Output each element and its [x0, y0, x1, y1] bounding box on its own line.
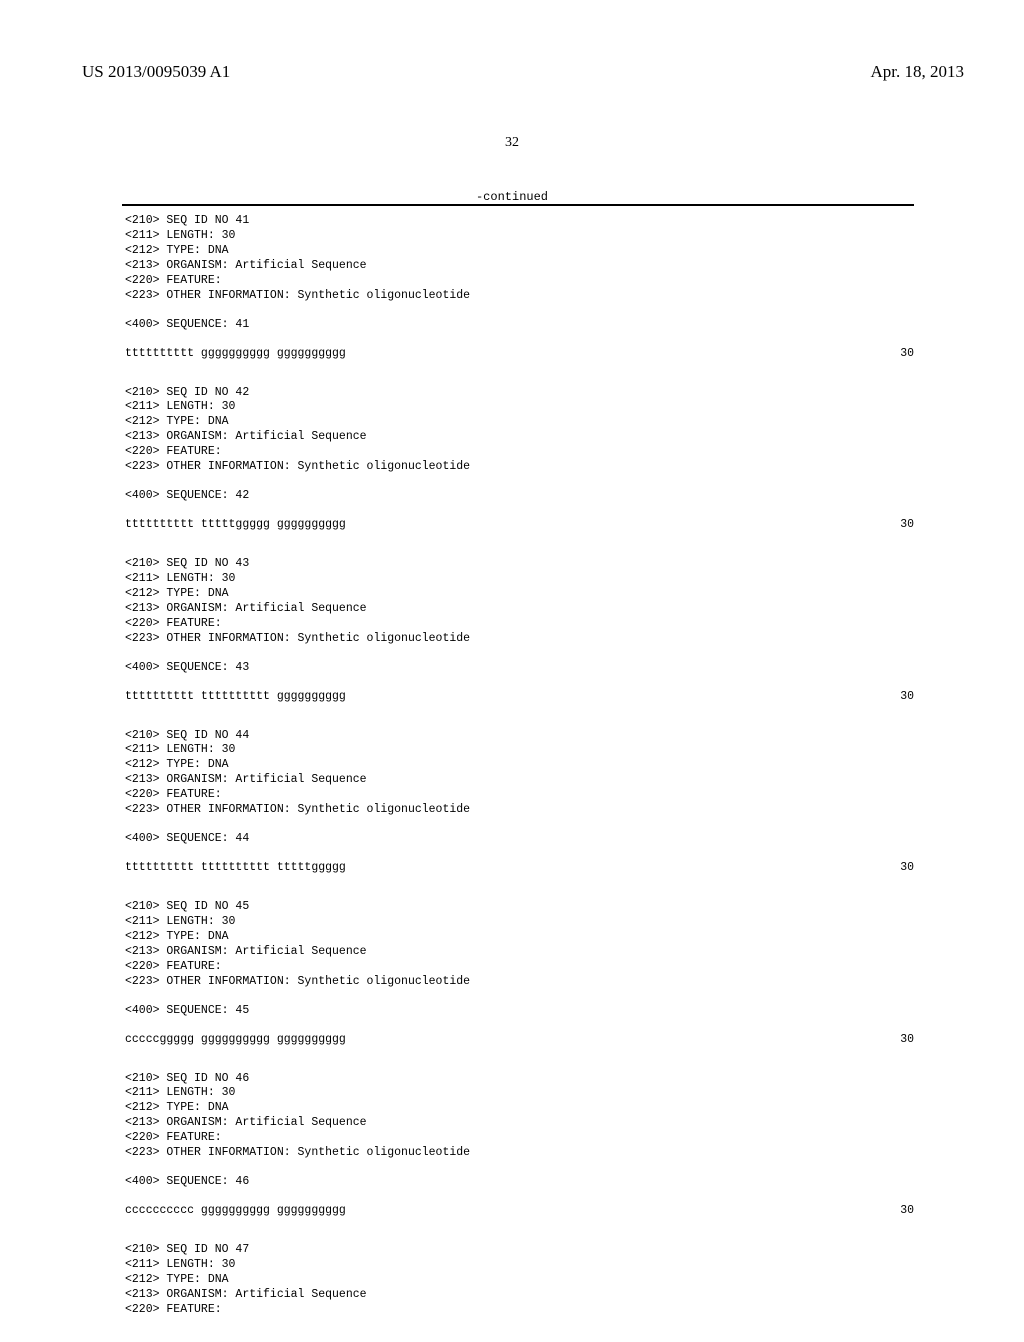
sequence-line: tttttttttt tttttttttt gggggggggg 30	[125, 690, 914, 705]
sequence-header: <400> SEQUENCE: 45	[125, 1004, 914, 1019]
sequence-header: <400> SEQUENCE: 41	[125, 318, 914, 333]
sequence-count: 30	[900, 347, 914, 362]
sequence-count: 30	[900, 690, 914, 705]
sequence-line: cccccggggg gggggggggg gggggggggg 30	[125, 1033, 914, 1048]
sequence-block: <210> SEQ ID NO 46 <211> LENGTH: 30 <212…	[125, 1072, 914, 1220]
sequence-meta: <210> SEQ ID NO 42 <211> LENGTH: 30 <212…	[125, 386, 914, 476]
sequence-block: <210> SEQ ID NO 44 <211> LENGTH: 30 <212…	[125, 729, 914, 877]
sequence-block: <210> SEQ ID NO 43 <211> LENGTH: 30 <212…	[125, 557, 914, 705]
sequence-text: tttttttttt tttttttttt tttttggggg	[125, 861, 346, 876]
sequence-count: 30	[900, 1033, 914, 1048]
sequence-text: tttttttttt tttttttttt gggggggggg	[125, 690, 346, 705]
content-divider	[122, 204, 914, 206]
sequence-text: tttttttttt gggggggggg gggggggggg	[125, 347, 346, 362]
sequence-count: 30	[900, 518, 914, 533]
publication-date: Apr. 18, 2013	[871, 62, 965, 82]
sequence-block: <210> SEQ ID NO 41 <211> LENGTH: 30 <212…	[125, 214, 914, 362]
sequence-line: tttttttttt tttttttttt tttttggggg 30	[125, 861, 914, 876]
sequence-meta: <210> SEQ ID NO 46 <211> LENGTH: 30 <212…	[125, 1072, 914, 1162]
sequence-line: tttttttttt gggggggggg gggggggggg 30	[125, 347, 914, 362]
sequence-meta: <210> SEQ ID NO 43 <211> LENGTH: 30 <212…	[125, 557, 914, 647]
page-number: 32	[0, 135, 1024, 151]
sequence-line: cccccccccc gggggggggg gggggggggg 30	[125, 1204, 914, 1219]
sequence-line: tttttttttt tttttggggg gggggggggg 30	[125, 518, 914, 533]
sequence-count: 30	[900, 861, 914, 876]
sequence-text: cccccggggg gggggggggg gggggggggg	[125, 1033, 346, 1048]
sequence-count: 30	[900, 1204, 914, 1219]
sequence-header: <400> SEQUENCE: 44	[125, 832, 914, 847]
sequence-header: <400> SEQUENCE: 43	[125, 661, 914, 676]
sequence-listing: <210> SEQ ID NO 41 <211> LENGTH: 30 <212…	[125, 214, 914, 1342]
sequence-meta: <210> SEQ ID NO 44 <211> LENGTH: 30 <212…	[125, 729, 914, 819]
sequence-meta: <210> SEQ ID NO 41 <211> LENGTH: 30 <212…	[125, 214, 914, 304]
sequence-text: cccccccccc gggggggggg gggggggggg	[125, 1204, 346, 1219]
sequence-text: tttttttttt tttttggggg gggggggggg	[125, 518, 346, 533]
publication-number: US 2013/0095039 A1	[82, 62, 230, 82]
continued-label: -continued	[0, 190, 1024, 204]
sequence-header: <400> SEQUENCE: 46	[125, 1175, 914, 1190]
page-header: US 2013/0095039 A1 Apr. 18, 2013	[0, 62, 1024, 82]
sequence-block: <210> SEQ ID NO 42 <211> LENGTH: 30 <212…	[125, 386, 914, 534]
sequence-header: <400> SEQUENCE: 42	[125, 489, 914, 504]
sequence-meta: <210> SEQ ID NO 45 <211> LENGTH: 30 <212…	[125, 900, 914, 990]
sequence-meta: <210> SEQ ID NO 47 <211> LENGTH: 30 <212…	[125, 1243, 914, 1318]
sequence-block: <210> SEQ ID NO 47 <211> LENGTH: 30 <212…	[125, 1243, 914, 1318]
sequence-block: <210> SEQ ID NO 45 <211> LENGTH: 30 <212…	[125, 900, 914, 1048]
